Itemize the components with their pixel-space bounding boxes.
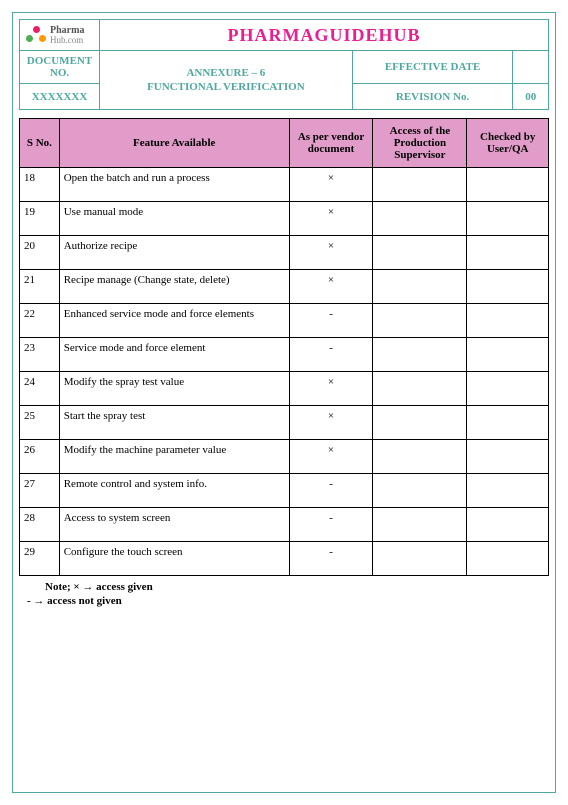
logo-line2: Hub.com (50, 35, 83, 45)
cell-checked (467, 304, 549, 338)
table-row: 26Modify the machine parameter value× (20, 440, 549, 474)
cell-checked (467, 406, 549, 440)
cell-access (373, 304, 467, 338)
docno-value: XXXXXXX (20, 84, 100, 110)
cell-access (373, 474, 467, 508)
cell-access (373, 168, 467, 202)
table-row: 21Recipe manage (Change state, delete)× (20, 270, 549, 304)
table-row: 29Configure the touch screen- (20, 542, 549, 576)
cell-access (373, 236, 467, 270)
effective-date-value (513, 51, 549, 84)
cell-access (373, 270, 467, 304)
cell-feature: Modify the spray test value (59, 372, 289, 406)
col-feature: Feature Available (59, 119, 289, 168)
cell-vendor: × (289, 270, 373, 304)
cell-vendor: × (289, 236, 373, 270)
cell-checked (467, 338, 549, 372)
annex-line2: FUNCTIONAL VERIFICATION (147, 81, 305, 93)
table-row: 22Enhanced service mode and force elemen… (20, 304, 549, 338)
cell-sno: 19 (20, 202, 60, 236)
cell-checked (467, 474, 549, 508)
cell-sno: 18 (20, 168, 60, 202)
cell-vendor: × (289, 202, 373, 236)
col-vendor: As per vendor document (289, 119, 373, 168)
cell-vendor: - (289, 304, 373, 338)
cell-access (373, 372, 467, 406)
cell-checked (467, 270, 549, 304)
verification-table: S No. Feature Available As per vendor do… (19, 118, 549, 576)
cell-vendor: - (289, 474, 373, 508)
col-access: Access of the Production Supervisor (373, 119, 467, 168)
table-row: 27Remote control and system info.- (20, 474, 549, 508)
cell-sno: 22 (20, 304, 60, 338)
annexure-title: ANNEXURE – 6 FUNCTIONAL VERIFICATION (100, 51, 353, 110)
cell-sno: 27 (20, 474, 60, 508)
col-checked: Checked by User/QA (467, 119, 549, 168)
revision-value: 00 (513, 84, 549, 110)
revision-label: REVISION No. (352, 84, 513, 110)
table-row: 23Service mode and force element- (20, 338, 549, 372)
cell-feature: Modify the machine parameter value (59, 440, 289, 474)
page-frame: Pharma Hub.com PHARMAGUIDEHUB DOCUMENT N… (12, 12, 556, 793)
col-sno: S No. (20, 119, 60, 168)
cell-feature: Service mode and force element (59, 338, 289, 372)
cell-checked (467, 168, 549, 202)
cell-feature: Configure the touch screen (59, 542, 289, 576)
cell-feature: Access to system screen (59, 508, 289, 542)
cell-vendor: × (289, 440, 373, 474)
note-line1: Note; × → access given (45, 580, 549, 595)
table-row: 28Access to system screen- (20, 508, 549, 542)
cell-access (373, 202, 467, 236)
annex-line1: ANNEXURE – 6 (186, 67, 265, 79)
table-row: 25Start the spray test× (20, 406, 549, 440)
cell-vendor: - (289, 542, 373, 576)
cell-checked (467, 440, 549, 474)
cell-feature: Recipe manage (Change state, delete) (59, 270, 289, 304)
cell-access (373, 508, 467, 542)
table-header-row: S No. Feature Available As per vendor do… (20, 119, 549, 168)
cell-sno: 20 (20, 236, 60, 270)
cell-feature: Authorize recipe (59, 236, 289, 270)
logo-icon (26, 24, 48, 46)
cell-checked (467, 542, 549, 576)
effective-date-label: EFFECTIVE DATE (352, 51, 513, 84)
cell-access (373, 542, 467, 576)
cell-access (373, 406, 467, 440)
cell-vendor: × (289, 406, 373, 440)
logo: Pharma Hub.com (26, 24, 93, 46)
cell-sno: 23 (20, 338, 60, 372)
brand-title: PHARMAGUIDEHUB (100, 20, 549, 51)
table-row: 20Authorize recipe× (20, 236, 549, 270)
cell-feature: Use manual mode (59, 202, 289, 236)
cell-feature: Enhanced service mode and force elements (59, 304, 289, 338)
cell-sno: 28 (20, 508, 60, 542)
cell-vendor: × (289, 168, 373, 202)
docno-label: DOCUMENT NO. (20, 51, 100, 84)
cell-sno: 26 (20, 440, 60, 474)
cell-checked (467, 236, 549, 270)
cell-sno: 21 (20, 270, 60, 304)
cell-access (373, 440, 467, 474)
cell-checked (467, 202, 549, 236)
cell-checked (467, 372, 549, 406)
table-body: 18Open the batch and run a process×19Use… (20, 168, 549, 576)
logo-text: Pharma Hub.com (50, 26, 84, 45)
cell-feature: Remote control and system info. (59, 474, 289, 508)
header-table: Pharma Hub.com PHARMAGUIDEHUB DOCUMENT N… (19, 19, 549, 110)
cell-checked (467, 508, 549, 542)
table-row: 24Modify the spray test value× (20, 372, 549, 406)
cell-feature: Start the spray test (59, 406, 289, 440)
cell-sno: 24 (20, 372, 60, 406)
cell-vendor: - (289, 338, 373, 372)
cell-vendor: × (289, 372, 373, 406)
logo-cell: Pharma Hub.com (20, 20, 100, 51)
cell-access (373, 338, 467, 372)
cell-sno: 25 (20, 406, 60, 440)
table-row: 19Use manual mode× (20, 202, 549, 236)
note-line2: - → access not given (27, 595, 549, 607)
cell-sno: 29 (20, 542, 60, 576)
table-row: 18Open the batch and run a process× (20, 168, 549, 202)
cell-feature: Open the batch and run a process (59, 168, 289, 202)
cell-vendor: - (289, 508, 373, 542)
